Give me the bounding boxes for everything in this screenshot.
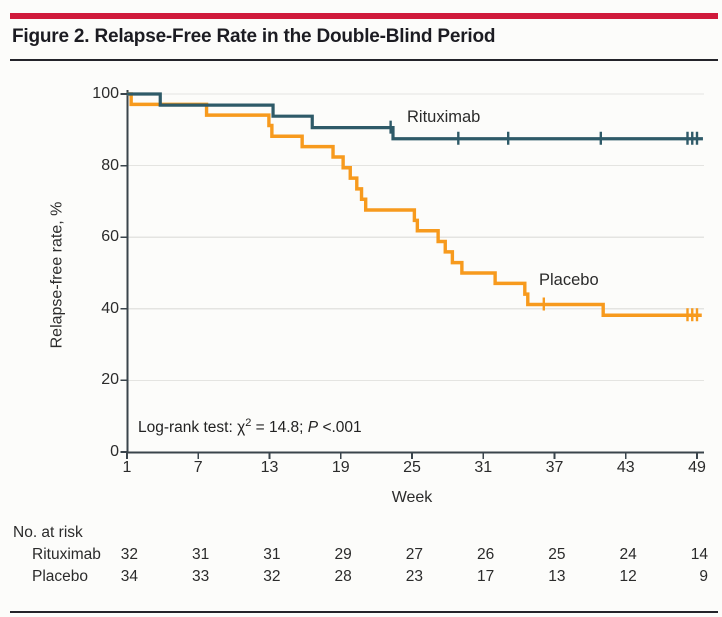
at-risk-rituximab-week-13: 31 xyxy=(263,546,281,563)
x-tick-label-49: 49 xyxy=(688,459,706,476)
x-tick-label-25: 25 xyxy=(403,459,421,476)
x-tick-label-19: 19 xyxy=(331,459,350,476)
bottom-divider-rule xyxy=(10,611,718,613)
km-curve-rituximab xyxy=(127,92,703,141)
y-axis-title-text: Relapse-free rate, % xyxy=(48,201,66,349)
annotation-mid: = 14.8; xyxy=(251,419,308,437)
at-risk-placebo-week-43: 12 xyxy=(619,568,637,585)
y-tick-label-0: 0 xyxy=(110,443,119,460)
y-tick-label-40: 40 xyxy=(101,299,119,317)
at-risk-placebo-week-31: 17 xyxy=(477,568,495,585)
at-risk-placebo-week-7: 33 xyxy=(192,568,210,585)
at-risk-placebo-week-49: 9 xyxy=(699,568,708,585)
at-risk-placebo-week-1: 34 xyxy=(120,568,138,585)
at-risk-row-label-placebo: Placebo xyxy=(32,568,89,585)
y-tick-label-20: 20 xyxy=(101,371,119,389)
y-tick-label-100: 100 xyxy=(92,85,119,102)
at-risk-row-label-rituximab: Rituximab xyxy=(32,546,101,563)
at-risk-rituximab-week-1: 32 xyxy=(120,546,138,563)
at-risk-rituximab-week-37: 25 xyxy=(548,546,566,563)
series-label-rituximab: Rituximab xyxy=(407,108,481,126)
x-tick-label-7: 7 xyxy=(193,459,203,476)
x-tick-label-31: 31 xyxy=(474,459,493,476)
at-risk-placebo-week-19: 28 xyxy=(334,568,352,585)
annotation-suffix: <.001 xyxy=(318,419,362,437)
annotation-p-symbol: P xyxy=(307,419,319,437)
at-risk-rituximab-week-49: 14 xyxy=(690,546,708,563)
at-risk-placebo-week-37: 13 xyxy=(548,568,566,585)
km-curve-placebo xyxy=(127,92,702,317)
at-risk-header: No. at risk xyxy=(13,524,83,541)
y-axis-title: Relapse-free rate, % xyxy=(46,140,68,410)
y-tick-label-80: 80 xyxy=(101,156,119,174)
x-tick-label-43: 43 xyxy=(616,459,635,476)
at-risk-placebo-week-13: 32 xyxy=(263,568,281,585)
annotation-prefix: Log-rank test: χ xyxy=(138,419,246,437)
series-label-placebo: Placebo xyxy=(539,271,599,289)
at-risk-rituximab-week-31: 26 xyxy=(477,546,495,563)
at-risk-rituximab-week-25: 27 xyxy=(405,546,423,563)
at-risk-rituximab-week-43: 24 xyxy=(619,546,637,563)
log-rank-annotation: Log-rank test: χ2 = 14.8; P <.001 xyxy=(138,417,362,437)
at-risk-placebo-week-25: 23 xyxy=(405,568,423,585)
x-axis-title: Week xyxy=(391,489,433,506)
x-tick-label-1: 1 xyxy=(122,459,132,476)
title-divider-rule xyxy=(10,59,718,61)
jama-red-accent-bar xyxy=(10,13,718,19)
annotation-superscript: 2 xyxy=(245,417,252,429)
at-risk-rituximab-week-7: 31 xyxy=(192,546,210,563)
x-tick-label-37: 37 xyxy=(545,459,564,476)
y-tick-label-60: 60 xyxy=(101,228,119,246)
figure-title: Figure 2. Relapse-Free Rate in the Doubl… xyxy=(12,26,496,47)
at-risk-rituximab-week-19: 29 xyxy=(334,546,352,563)
x-tick-label-13: 13 xyxy=(260,459,279,476)
